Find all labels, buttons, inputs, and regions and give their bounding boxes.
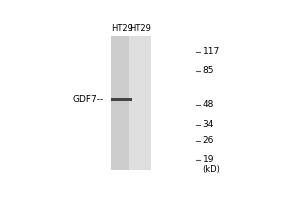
Text: HT29: HT29	[111, 24, 133, 33]
Text: 34: 34	[202, 120, 214, 129]
Text: 48: 48	[202, 100, 214, 109]
Text: 85: 85	[202, 66, 214, 75]
Text: 26: 26	[202, 136, 214, 145]
Bar	[49, 36, 196, 170]
Text: 19: 19	[202, 155, 214, 164]
Text: 117: 117	[202, 47, 220, 56]
Bar	[129, 36, 151, 170]
Text: HT29: HT29	[129, 24, 151, 33]
Text: (kD): (kD)	[202, 165, 220, 174]
Text: GDF7--: GDF7--	[72, 95, 104, 104]
Bar	[111, 36, 133, 170]
Bar	[111, 98, 132, 101]
